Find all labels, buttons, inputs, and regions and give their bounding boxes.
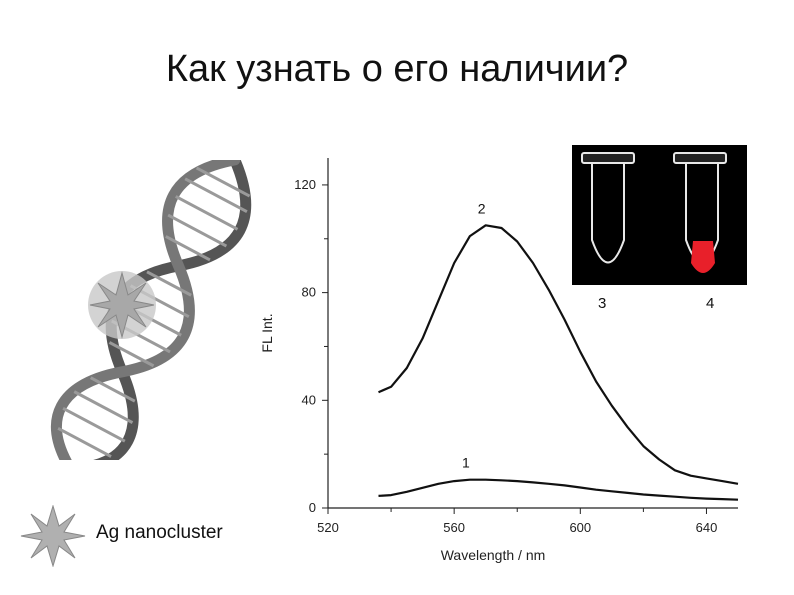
- red-fluorescence: [691, 241, 715, 273]
- series-label-1: 1: [462, 455, 470, 471]
- tube-label-3: 3: [598, 295, 607, 312]
- fluorescence-spectrum-chart: 520 560 600 640 0 40 80 120 Wavelength / nm FL In…: [259, 158, 739, 563]
- series-line-2: [378, 224, 739, 485]
- tube-3: [581, 152, 635, 264]
- slide-title: Как узнать о его наличии?: [165, 48, 629, 90]
- x-tick-label: 640: [696, 520, 718, 535]
- series-label-2: 2: [478, 200, 486, 216]
- y-axis-label: FL Int.: [259, 313, 275, 352]
- legend-label: Ag nanocluster: [96, 522, 223, 543]
- nanocluster-star-icon: [20, 505, 86, 567]
- x-axis-label: Wavelength / nm: [441, 547, 546, 563]
- tubes-photo: [572, 145, 747, 285]
- y-tick-label: 40: [302, 392, 316, 407]
- x-tick-label: 560: [443, 520, 465, 535]
- nanocluster-star-icon: [88, 271, 156, 339]
- y-tick-label: 120: [294, 177, 316, 192]
- series-line-1: [378, 478, 739, 501]
- dna-helix-illustration: [50, 160, 252, 460]
- x-tick-label: 600: [569, 520, 591, 535]
- tube-label-4: 4: [706, 295, 715, 312]
- y-tick-label: 80: [302, 285, 316, 300]
- x-tick-label: 520: [317, 520, 339, 535]
- y-tick-label: 0: [309, 500, 316, 515]
